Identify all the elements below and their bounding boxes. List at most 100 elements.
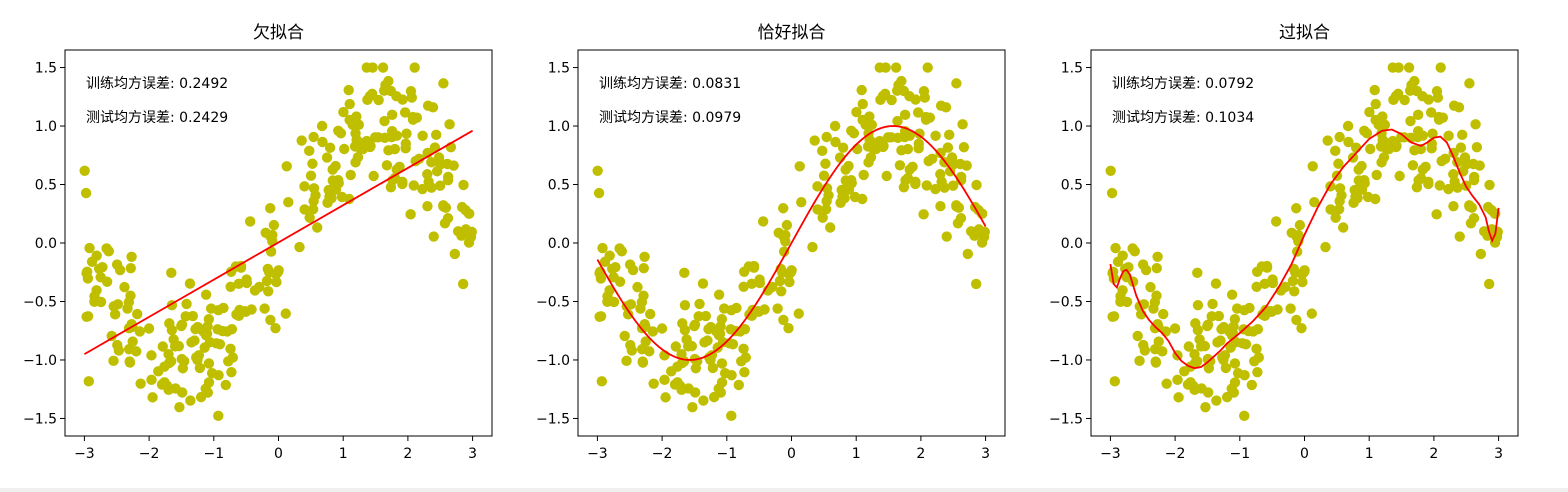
scatter-point [220,379,231,391]
scatter-point [339,143,350,155]
scatter-point [1121,296,1133,308]
scatter-point [1412,109,1424,121]
y-tick-label: −1.0 [1049,353,1083,369]
scatter-point [719,367,731,379]
scatter-point [1267,277,1279,289]
scatter-point [731,302,742,314]
scatter-point [368,170,379,182]
y-tick-label: −1.0 [536,353,570,369]
scatter-point [939,182,950,193]
scatter-point [922,62,933,73]
scatter-point [82,311,94,322]
scatter-point [716,358,728,369]
scatter-point [438,78,449,89]
scatter-layer [1105,62,1503,422]
scatter-point [1470,119,1481,130]
scatter-point [794,161,805,172]
scatter-point [386,131,397,143]
scatter-point [821,131,832,143]
scatter-point [839,192,850,204]
scatter-point [596,376,607,387]
scatter-point [812,181,823,192]
scatter-point [438,200,449,211]
y-tick-label: 0.0 [1061,236,1083,252]
scatter-point [935,147,946,159]
scatter-point [385,182,397,193]
scatter-point [957,119,968,130]
scatter-point [912,107,924,118]
scatter-point [625,339,636,351]
scatter-point [343,84,354,96]
scatter-point [271,276,282,288]
scatter-point [1322,135,1333,146]
scatter-point [307,204,319,215]
scatter-point [748,262,760,273]
scatter-point [131,346,142,357]
scatter-point [1334,131,1345,143]
x-tick-label: −2 [652,446,673,462]
scatter-point [422,201,433,212]
scatter-point [681,334,692,345]
scatter-point [166,267,177,279]
scatter-point [725,324,736,335]
scatter-point [304,145,315,157]
scatter-point [1296,322,1307,334]
scatter-point [1434,180,1445,191]
scatter-point [109,309,121,320]
scatter-point [1361,128,1373,139]
scatter-point [134,326,146,337]
scatter-point [1478,226,1490,237]
scatter-point [126,251,137,262]
scatter-point [176,319,188,330]
scatter-point [660,392,671,403]
scatter-point [1210,278,1222,289]
scatter-point [428,231,439,242]
scatter-point [1370,193,1381,205]
scatter-point [1287,275,1299,287]
scatter-point [807,241,818,253]
scatter-point [262,263,274,275]
scatter-point [739,366,750,378]
scatter-point [124,356,135,367]
scatter-point [83,376,95,387]
scatter-point [1237,338,1248,349]
scatter-point [1105,165,1116,176]
scatter-point [738,266,750,277]
scatter-point [401,128,412,139]
scatter-point [1169,323,1181,334]
scatter-point [377,62,389,73]
scatter-point [362,94,373,106]
scatter-point [1202,353,1214,365]
scatter-point [718,303,730,314]
y-tick-label: 0.5 [1061,178,1083,194]
x-tick-label: 1 [1365,446,1374,462]
scatter-point [1330,145,1341,157]
scatter-point [200,330,212,341]
scatter-point [1138,339,1149,351]
scatter-point [463,208,475,219]
scatter-point [159,377,170,388]
scatter-point [1192,299,1204,311]
scatter-point [1396,132,1407,143]
y-axis: −1.5 −1.0 −0.5 0.0 0.5 1.0 1.5 [23,61,65,427]
scatter-point [1229,377,1241,388]
scatter-point [273,265,284,276]
scatter-point [103,246,115,257]
scatter-point [902,172,914,184]
scatter-point [1388,94,1399,106]
scatter-point [648,378,659,389]
scatter-point [1194,334,1205,345]
scatter-point [389,143,401,155]
fit-line [83,129,474,355]
scatter-point [370,132,381,143]
scatter-point [640,336,651,347]
scatter-point [135,378,146,389]
scatter-point [1435,62,1446,73]
scatter-point [389,172,401,184]
scatter-point [1333,158,1344,169]
scatter-point [176,353,188,365]
scatter-point [400,138,412,149]
scatter-point [1448,201,1459,212]
scatter-point [778,203,789,214]
panel-title: 过拟合 [1279,23,1330,43]
